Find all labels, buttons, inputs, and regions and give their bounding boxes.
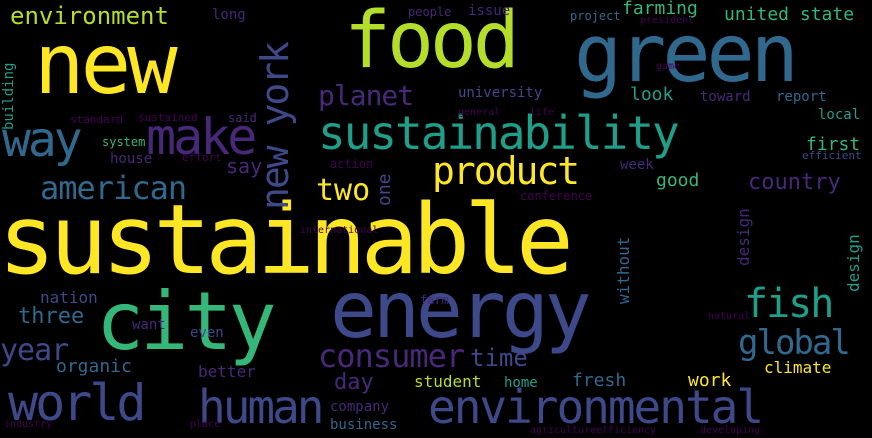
word-developing: developing (700, 425, 761, 436)
word-one: one (374, 173, 395, 206)
word-fresh: fresh (572, 370, 627, 391)
word-human: human (198, 380, 324, 434)
word-planet: planet (318, 79, 414, 112)
word-green: green (574, 7, 799, 100)
word-life: life (530, 107, 555, 118)
word-environment: environment (10, 2, 169, 30)
word-energy: energy (330, 266, 592, 356)
word-people: people (408, 5, 452, 19)
word-house: house (110, 151, 153, 167)
word-sustainable: sustainable (0, 184, 574, 296)
word-environmental: environmental (428, 380, 764, 434)
word-better: better (198, 362, 256, 381)
word-design: design (734, 208, 753, 266)
word-say: say (226, 154, 263, 178)
word-farming: farming (622, 0, 698, 19)
word-conference: conference (520, 189, 593, 203)
word-sustainability: sustainability (318, 106, 680, 160)
word-farm: farm (420, 293, 449, 307)
word-fish: fish (744, 281, 834, 327)
word-product: product (432, 149, 580, 193)
word-day: day (334, 370, 374, 395)
word-student: student (414, 372, 482, 391)
word-report: report (776, 89, 827, 105)
word-home: home (504, 375, 538, 391)
word-week: week (620, 157, 654, 173)
word-without: without (614, 236, 633, 304)
word-even: even (190, 325, 224, 341)
word-action: action (330, 157, 374, 171)
word-said: said (228, 111, 257, 125)
word-toward: toward (700, 89, 751, 105)
word-global: global (738, 323, 851, 363)
word-sustained: sustained (138, 111, 198, 124)
word-university: university (458, 85, 543, 101)
word-place: place (190, 419, 221, 430)
word-good: good (656, 170, 700, 191)
word-year: year (0, 333, 69, 368)
word-organic: organic (56, 356, 132, 377)
word-american: american (40, 169, 187, 207)
word-work: work (688, 370, 732, 391)
word-general: general (458, 107, 501, 118)
word-agriculture: agriculture (530, 425, 597, 436)
word-consumer: consumer (318, 337, 465, 375)
word-game: game (656, 61, 681, 72)
word-design-vertical: design (844, 234, 863, 292)
word-international: international (300, 225, 379, 236)
word-natural: natural (708, 311, 751, 322)
word-system: system (102, 135, 146, 149)
word-issue: issue (468, 3, 511, 19)
word-three: three (18, 304, 85, 329)
word-president: president (640, 15, 695, 26)
word-standard: standard (70, 113, 123, 126)
word-long: long (212, 7, 246, 23)
word-first: first (806, 134, 861, 155)
word-building: building (1, 62, 17, 130)
word-make: make (146, 108, 257, 166)
word-new: new (34, 15, 178, 113)
word-food: food (344, 0, 520, 86)
word-local: local (818, 107, 861, 123)
word-company: company (330, 399, 390, 415)
word-climate: climate (764, 358, 832, 377)
word-city: city (96, 275, 277, 368)
word-new-york: new york (253, 42, 297, 210)
word-time: time (470, 344, 528, 372)
word-efficient: efficient (802, 149, 862, 162)
word-look: look (630, 84, 674, 105)
word-two: two (316, 173, 371, 208)
word-efficiency: efficiency (596, 425, 657, 436)
word-world: world (8, 374, 147, 432)
word-business: business (330, 417, 398, 433)
word-project: project (570, 9, 621, 23)
word-want: want (132, 317, 166, 333)
word-nation: nation (40, 288, 98, 307)
word-industry: industry (4, 419, 53, 430)
word-country: country (748, 170, 841, 195)
word-effort: effort (182, 151, 222, 164)
word-way: way (2, 112, 83, 168)
word-united-state: united state (724, 4, 855, 25)
